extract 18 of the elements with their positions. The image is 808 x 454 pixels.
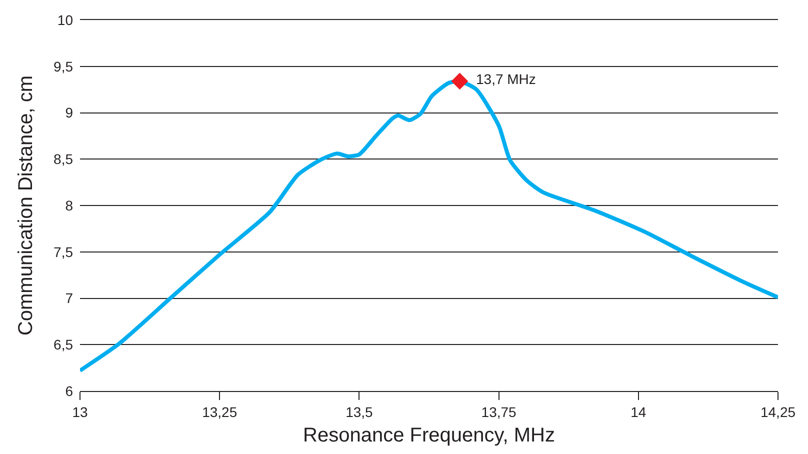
y-tick-label: 8,5 — [54, 151, 74, 168]
x-axis-title: Resonance Frequency, MHz — [303, 424, 555, 446]
y-tick-label: 10 — [57, 12, 74, 28]
x-tick-label: 13,25 — [202, 404, 238, 420]
y-axis-title: Communication Distance, cm — [15, 75, 38, 336]
y-tick-label: 6 — [65, 382, 74, 399]
x-tick-label: 14 — [630, 404, 646, 420]
y-tick-label: 9 — [65, 104, 74, 121]
x-tick-label: 14,25 — [760, 404, 796, 420]
y-tick-label: 9,5 — [54, 58, 74, 74]
x-tick-label: 13 — [72, 404, 88, 420]
y-tick-label: 7,5 — [54, 244, 74, 260]
y-tick-label: 8 — [65, 197, 74, 214]
x-tick-label: 13,5 — [346, 404, 374, 420]
y-tick-label: 6,5 — [54, 336, 74, 353]
y-tick-label: 7 — [65, 290, 74, 306]
x-tick-label: 13,75 — [481, 404, 517, 420]
annotation: 13,7 MHz — [476, 71, 536, 87]
